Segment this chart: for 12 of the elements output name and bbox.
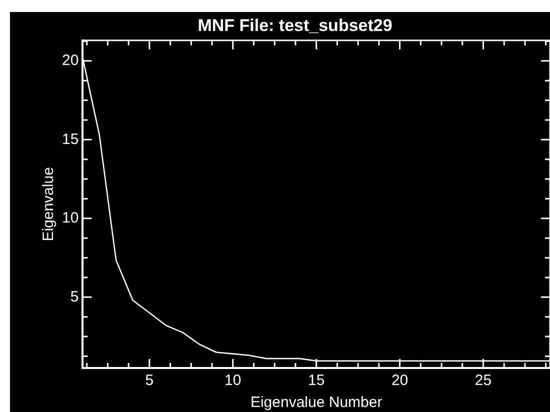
chart-title: MNF File: test_subset29 — [198, 16, 392, 35]
y-tick-label: 15 — [62, 130, 79, 148]
x-axis-title: Eigenvalue Number — [250, 394, 382, 412]
y-tick-label: 20 — [62, 52, 79, 70]
x-tick-label: 20 — [391, 372, 408, 390]
x-tick-label: 5 — [145, 372, 154, 390]
y-tick-label: 10 — [62, 210, 79, 227]
x-tick-label: 15 — [308, 372, 325, 390]
x-tick-label: 25 — [474, 372, 492, 390]
y-tick-label: 5 — [70, 288, 79, 306]
y-axis-title: Eigenvalue — [40, 167, 58, 242]
x-tick-label: 10 — [224, 372, 242, 390]
